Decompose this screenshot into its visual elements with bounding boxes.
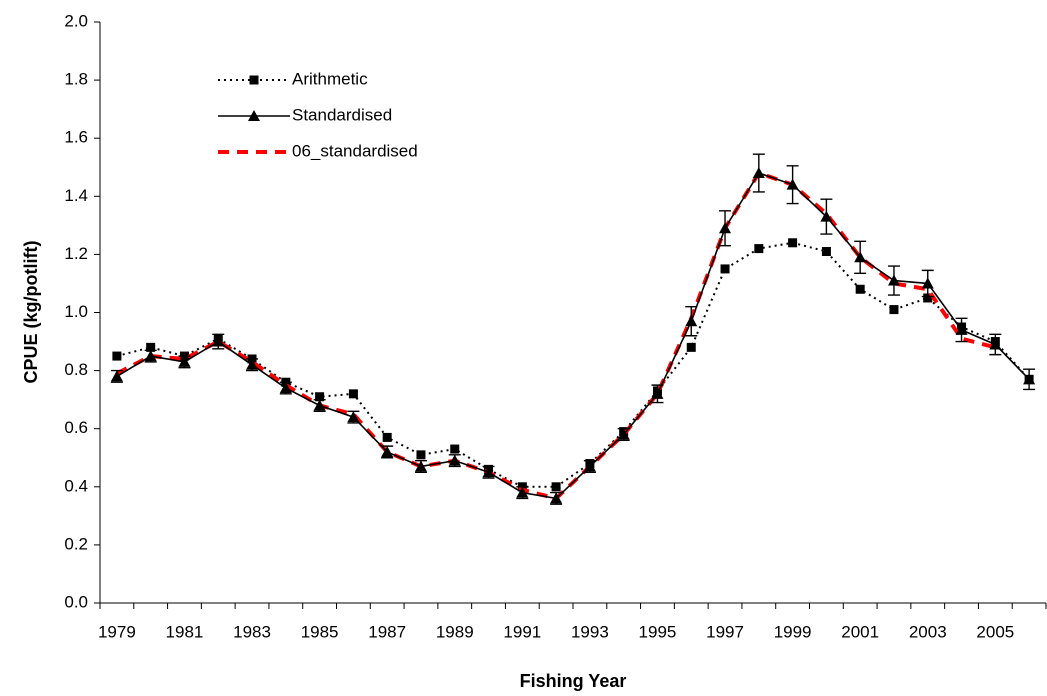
x-tick-label: 1979 — [98, 622, 136, 641]
y-tick-label: 0.4 — [64, 476, 88, 495]
x-tick-label: 2005 — [976, 622, 1014, 641]
x-tick-label: 1999 — [774, 622, 812, 641]
y-tick-label: 1.8 — [64, 70, 88, 89]
x-tick-label: 1995 — [639, 622, 677, 641]
point — [212, 335, 225, 347]
y-tick-label: 0.6 — [64, 418, 88, 437]
series-line — [115, 170, 996, 501]
y-tick-label: 0.0 — [64, 592, 88, 611]
point — [821, 246, 831, 256]
point — [448, 454, 461, 466]
point — [178, 355, 191, 367]
point — [889, 305, 899, 315]
point — [315, 392, 325, 402]
point — [854, 251, 867, 263]
point — [685, 315, 698, 327]
point — [788, 238, 798, 248]
y-tick-label: 1.0 — [64, 302, 88, 321]
point — [550, 492, 563, 504]
x-tick-label: 1997 — [706, 622, 744, 641]
x-tick-label: 1991 — [503, 622, 541, 641]
y-tick-label: 1.2 — [64, 244, 88, 263]
point — [989, 338, 1002, 350]
point — [482, 466, 495, 478]
point — [313, 399, 326, 411]
y-tick-label: 1.6 — [64, 128, 88, 147]
y-tick-label: 0.2 — [64, 534, 88, 553]
point — [719, 222, 732, 234]
x-tick-label: 1989 — [436, 622, 474, 641]
point — [651, 387, 664, 399]
x-tick-label: 1993 — [571, 622, 609, 641]
point — [414, 460, 427, 472]
y-tick-label: 0.8 — [64, 360, 88, 379]
x-tick-label: 2001 — [841, 622, 879, 641]
point — [347, 411, 360, 423]
x-tick-label: 1983 — [233, 622, 271, 641]
legend-label: Arithmetic — [292, 69, 368, 88]
point — [583, 460, 596, 472]
point — [246, 358, 259, 370]
point — [686, 342, 696, 352]
x-tick-label: 2003 — [909, 622, 947, 641]
point — [110, 370, 123, 382]
y-tick-label: 2.0 — [64, 11, 88, 30]
point — [887, 274, 900, 286]
legend-label: Standardised — [292, 105, 392, 124]
point — [551, 482, 561, 492]
legend-marker — [249, 75, 259, 85]
point — [279, 382, 292, 394]
point — [1023, 373, 1036, 385]
point — [752, 167, 765, 179]
y-tick-label: 1.4 — [64, 186, 88, 205]
point — [348, 389, 358, 399]
point — [720, 264, 730, 274]
point — [381, 445, 394, 457]
point — [820, 210, 833, 222]
point — [617, 428, 630, 440]
y-axis-label: CPUE (kg/potlift) — [21, 241, 41, 384]
x-tick-label: 1981 — [166, 622, 204, 641]
legend-marker — [248, 110, 260, 121]
x-tick-label: 1985 — [301, 622, 339, 641]
x-tick-label: 1987 — [368, 622, 406, 641]
point — [382, 432, 392, 442]
point — [144, 350, 157, 362]
x-axis-label: Fishing Year — [520, 671, 627, 691]
point — [955, 323, 968, 335]
point — [786, 178, 799, 190]
point — [516, 486, 529, 498]
point — [112, 351, 122, 361]
legend-label: 06_standardised — [292, 141, 418, 160]
point — [416, 450, 426, 460]
point — [923, 293, 933, 303]
point — [855, 284, 865, 294]
point — [921, 277, 934, 289]
series-line — [116, 172, 1030, 500]
point — [450, 444, 460, 454]
point — [754, 244, 764, 254]
point — [146, 342, 156, 352]
